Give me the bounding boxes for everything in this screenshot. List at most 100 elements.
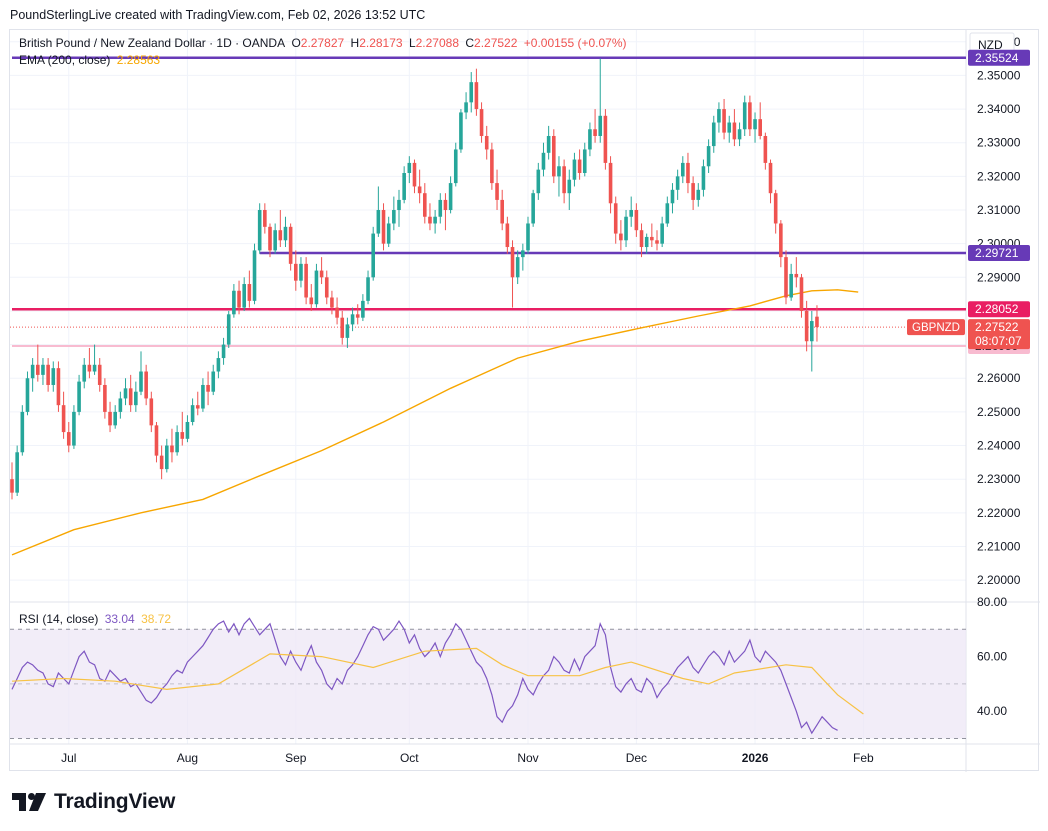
candle-body [392,210,396,224]
candle-body [314,270,319,305]
candle-body [789,273,793,298]
tradingview-logo[interactable]: TradingView [12,788,175,816]
candle-body [195,405,200,409]
symbol-title: British Pound / New Zealand Dollar · 1D … [19,36,286,50]
candle-body [345,324,350,338]
level-tag [968,301,1030,318]
candle-body [299,263,303,281]
candle-body [134,391,138,406]
price-tick-label: 2.33000 [977,136,1021,150]
candle-body [185,421,190,439]
rsi-lines [11,617,864,735]
level-tag-label: 2.28052 [975,302,1019,316]
candle-body [784,257,788,298]
price-tick-label: 2.20000 [977,573,1021,587]
price-tick-label: 2.26000 [977,371,1021,385]
candle-body [123,388,128,399]
candle-body [221,344,226,359]
candle-body [479,109,484,136]
rsi-line [11,617,838,735]
candle-body [613,203,618,234]
candle-body [639,230,644,248]
time-tick-label: Oct [400,751,419,765]
candle-body [216,358,221,372]
axes: 2.360002.350002.340002.330002.320002.310… [61,32,1021,765]
candle-body [490,149,494,184]
high-label: H [350,36,360,50]
price-tick-label: 2.31000 [977,203,1021,217]
candle-body [211,371,216,392]
price-tick-label: 2.34000 [977,102,1021,116]
price-tags: 2.355242.297212.280522.269592.2752208:07… [907,49,1030,354]
candle-body [562,166,566,194]
ema-label: EMA (200, close) [19,53,111,67]
candle-body [170,445,174,453]
candle-body [799,277,804,311]
low-label: L [408,36,416,50]
candle-body [773,193,778,224]
candle-body [748,102,752,130]
candle-body [541,152,546,170]
candle-body [51,368,56,385]
ema-value: 2.28563 [116,53,161,67]
candle-body [335,307,339,318]
candle-body [232,290,236,315]
candle-body [779,223,783,258]
rsi-legend[interactable]: RSI (14, close) 33.04 38.72 [19,612,174,626]
candle-body [412,162,417,187]
candle-body [696,189,701,200]
last-price-tag [968,319,1030,350]
candle-body [510,247,515,278]
candles [10,58,819,500]
time-tick-label: Nov [517,751,538,765]
candle-body [154,425,159,456]
close-label: C [465,36,475,50]
rsi-tick-label: 60.00 [977,650,1007,664]
tradingview-logo-text: TradingView [54,790,176,813]
candle-body [201,384,205,409]
candle-body [407,162,412,173]
candle-body [159,455,164,470]
candle-body [474,82,479,110]
candle-body [149,398,154,426]
candle-body [660,223,664,244]
candle-body [706,146,711,167]
candle-body [350,314,355,325]
candle-body [190,405,195,422]
candle-body [257,210,262,251]
candle-body [263,210,267,227]
candle-body [113,411,117,426]
candle-body [763,135,768,163]
ema-legend[interactable]: EMA (200, close) 2.28563 [19,53,163,67]
level-tag-label: 2.35524 [975,51,1019,65]
candle-body [567,179,572,194]
level-tag [968,245,1030,262]
candle-body [722,109,726,133]
candle-body [686,162,690,184]
candle-body [288,226,293,264]
candle-body [118,398,123,412]
symbol-legend[interactable]: British Pound / New Zealand Dollar · 1D … [19,36,630,50]
ema-line [11,289,859,556]
candle-body [340,317,345,338]
candle-body [97,364,102,385]
candle-body [711,122,716,147]
time-tick-label: Jul [61,751,76,765]
candle-body [505,223,510,248]
chart-canvas[interactable]: 2.360002.350002.340002.330002.320002.310… [10,30,1040,772]
candle-body [815,316,819,328]
candle-body [727,122,732,133]
candle-body [624,216,628,241]
candle-body [495,183,499,200]
candle-body [428,216,432,224]
price-tick-label: 2.21000 [977,539,1021,553]
candle-body [515,257,520,278]
candle-body [128,388,133,406]
candle-body [732,122,737,140]
candle-body [443,199,448,211]
candle-body [41,364,45,375]
candle-body [247,284,252,301]
candle-body [376,210,381,234]
horizontal-levels [10,56,966,347]
candle-body [670,189,675,204]
